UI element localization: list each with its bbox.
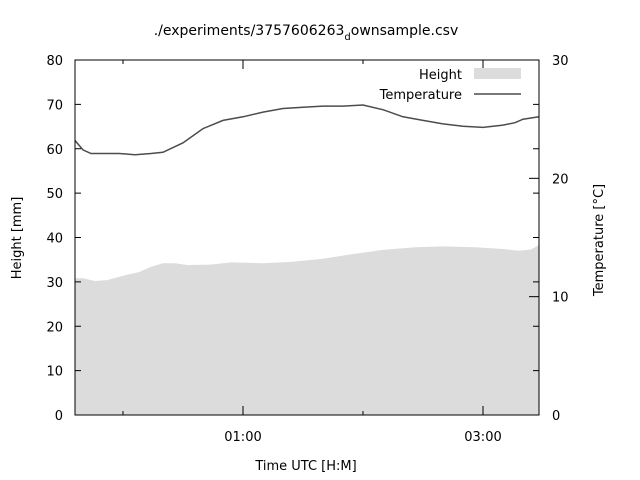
tick-layer: 0 10 20 30 40 50 60 70 80 0 10 20 30 01:00 03:00 — [46, 54, 568, 445]
legend: Height Temperature — [379, 68, 521, 103]
y2-tick-label: 10 — [552, 291, 569, 306]
temperature-line-layer — [74, 104, 540, 156]
legend-label-height: Height — [419, 68, 462, 83]
y-tick-label: 20 — [46, 320, 63, 335]
y2-tick-label: 20 — [552, 172, 569, 187]
x-tick-label: 01:00 — [224, 430, 261, 445]
x-axis-label: Time UTC [H:M] — [254, 459, 356, 474]
legend-swatch-height — [474, 68, 521, 79]
chart-title: ./experiments/3757606263downsample.csv — [154, 23, 459, 43]
y-tick-label: 10 — [46, 365, 63, 380]
y-axis-label: Height [mm] — [10, 197, 25, 280]
height-area — [75, 245, 539, 415]
y-tick-label: 40 — [46, 232, 63, 247]
y-tick-label: 60 — [46, 143, 63, 158]
y-tick-label: 0 — [55, 409, 63, 424]
y-tick-label: 80 — [46, 54, 63, 69]
x-tick-label: 03:00 — [464, 430, 501, 445]
legend-label-temperature: Temperature — [379, 88, 462, 103]
y2-tick-label: 0 — [552, 409, 560, 424]
y2-tick-label: 30 — [552, 54, 569, 69]
temperature-line — [74, 104, 540, 156]
height-area-layer — [75, 245, 539, 415]
y2-axis-label: Temperature [°C] — [592, 184, 607, 297]
y-tick-label: 50 — [46, 187, 63, 202]
y-tick-label: 30 — [46, 276, 63, 291]
y-tick-label: 70 — [46, 98, 63, 113]
